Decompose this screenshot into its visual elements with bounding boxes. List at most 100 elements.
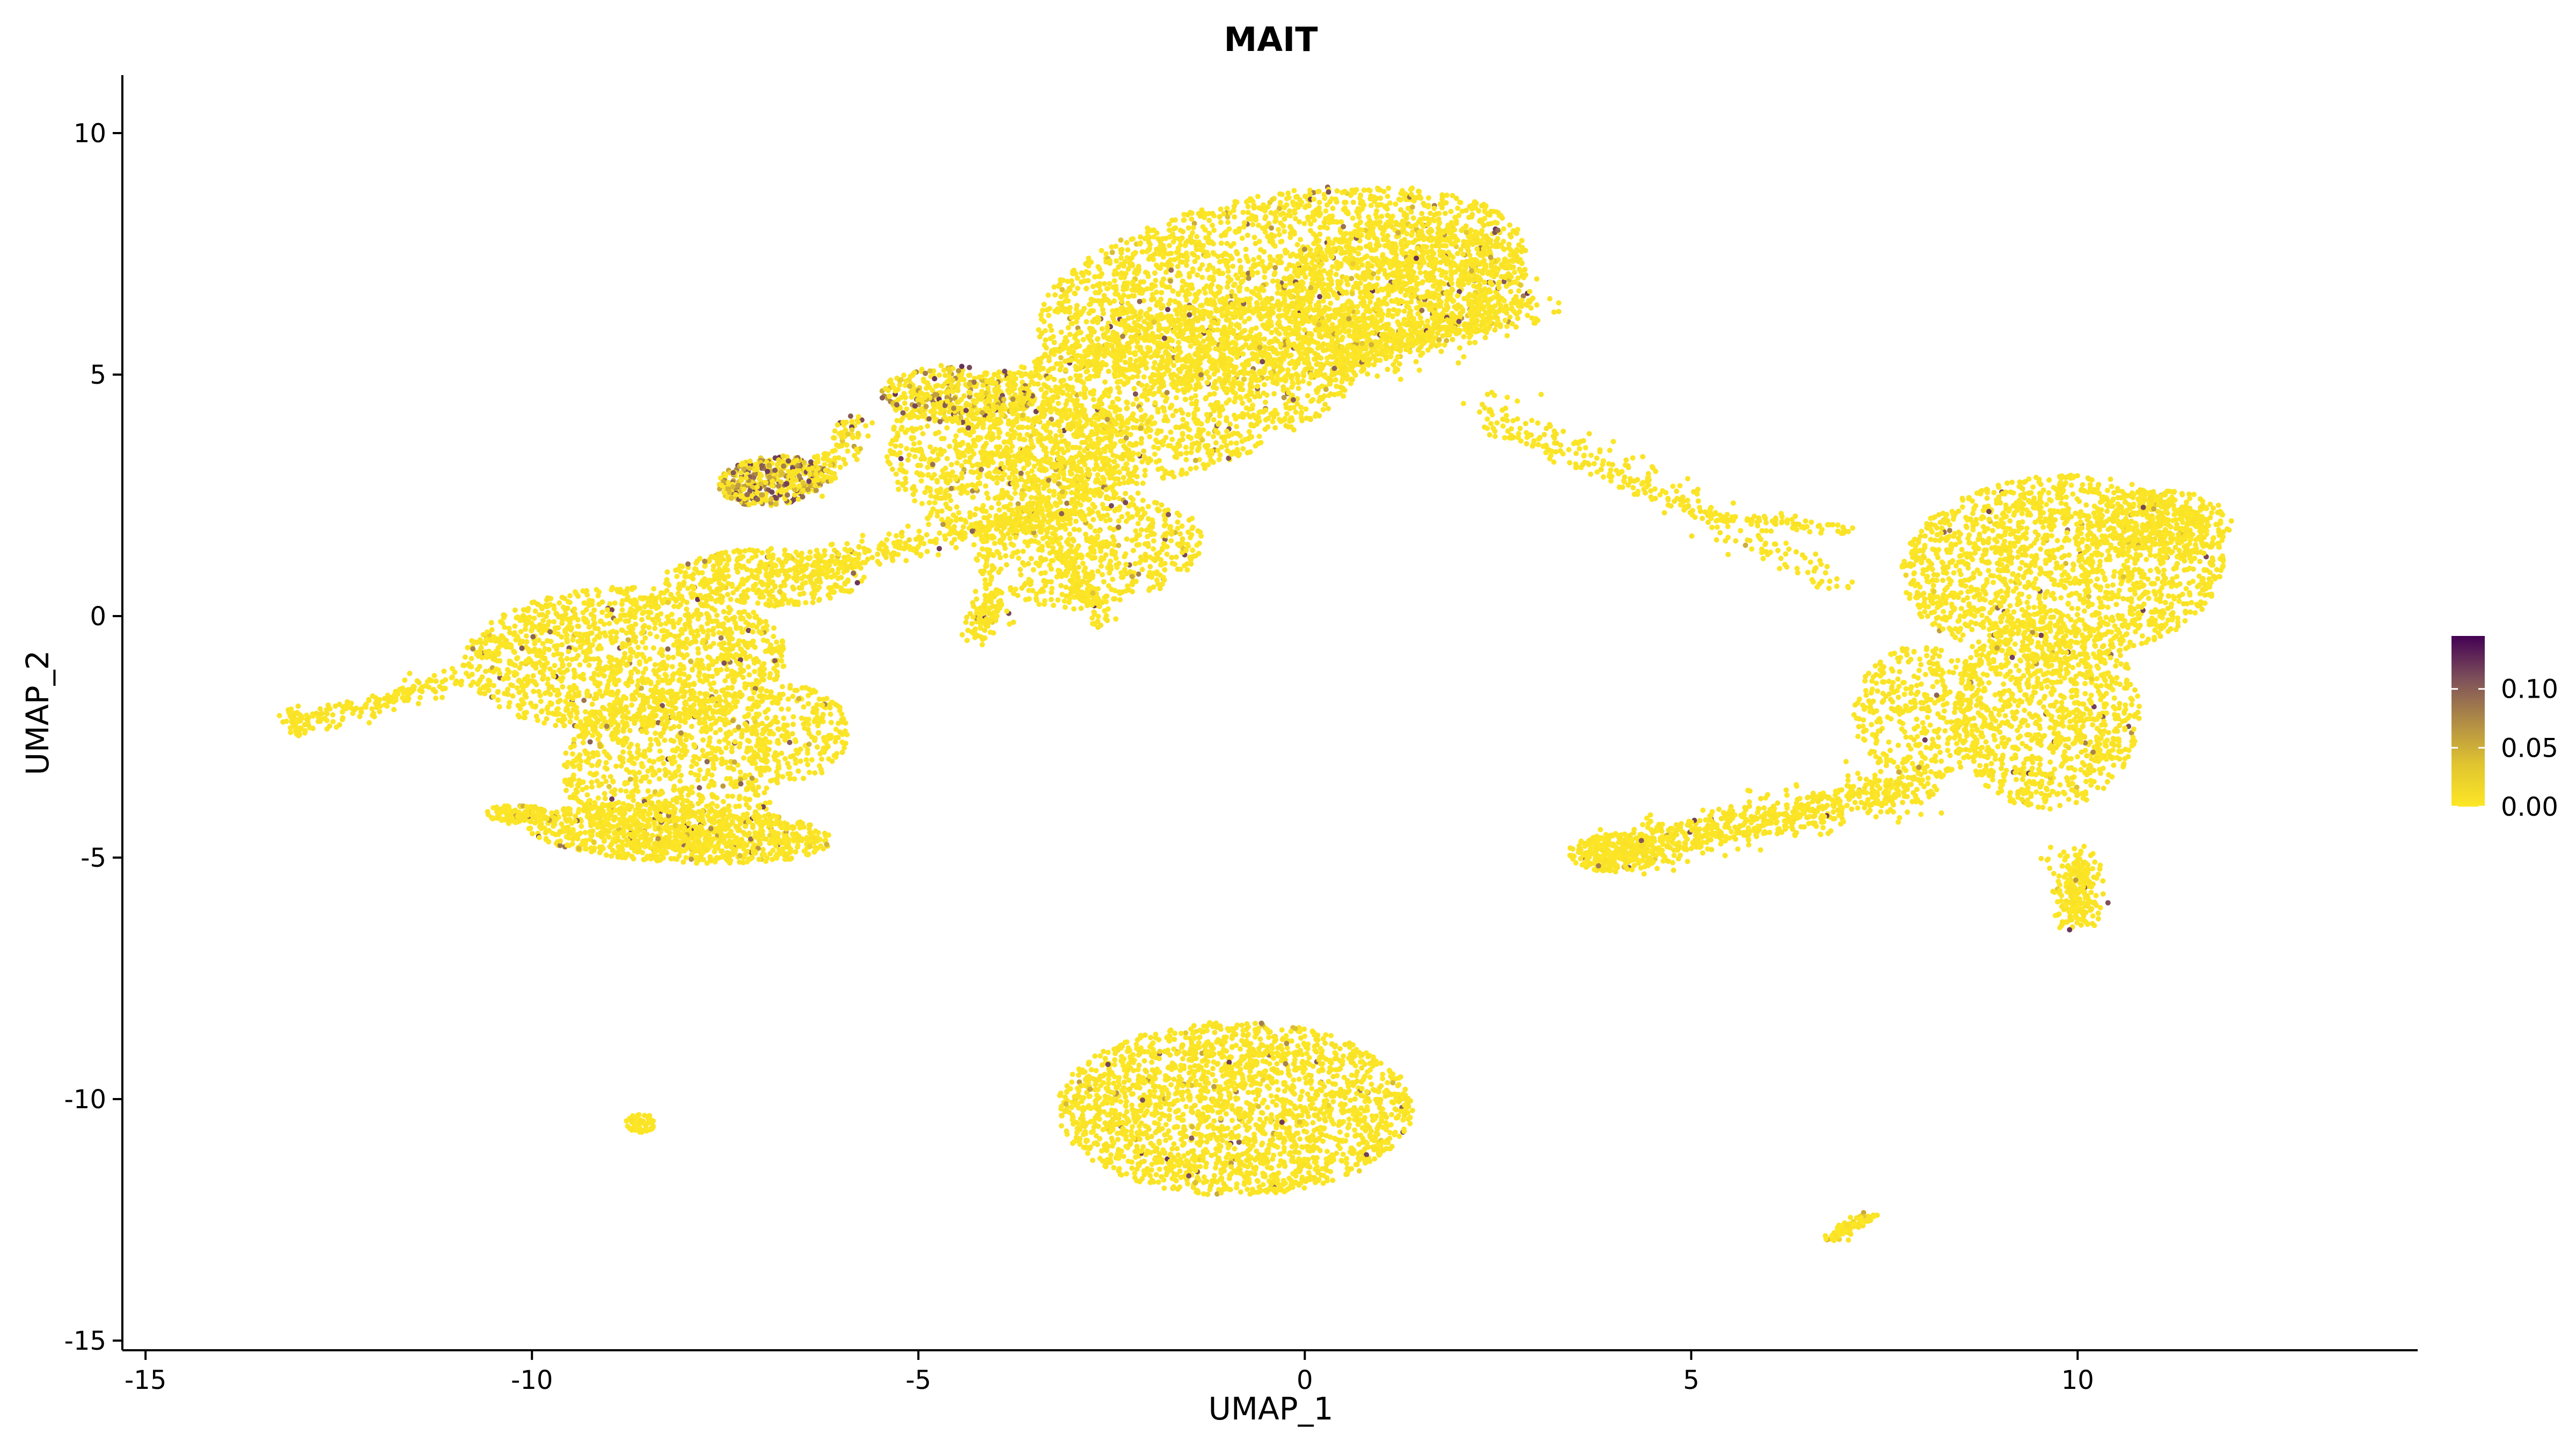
data-point (1190, 268, 1196, 274)
data-point (1328, 248, 1334, 254)
data-point (1199, 207, 1205, 213)
data-point (1359, 257, 1364, 262)
data-point (1129, 293, 1135, 299)
data-point (1291, 188, 1297, 194)
data-point (1243, 336, 1249, 342)
data-point (1382, 272, 1388, 277)
data-point (1479, 228, 1485, 233)
data-point (1228, 440, 1234, 446)
data-point (1308, 221, 1314, 227)
data-point (1095, 472, 1101, 478)
data-point (1166, 326, 1172, 332)
data-point (1234, 199, 1240, 205)
data-point (1519, 261, 1525, 267)
data-point (1342, 188, 1348, 194)
data-point (1128, 256, 1133, 262)
data-point (1276, 302, 1282, 308)
data-point (1474, 246, 1480, 252)
data-point (1243, 405, 1249, 411)
data-point (1401, 308, 1407, 314)
data-point (1291, 201, 1297, 207)
data-point (1135, 374, 1140, 379)
data-point (1379, 214, 1385, 219)
data-point (1502, 257, 1507, 262)
data-point (1511, 228, 1517, 233)
data-point (1138, 407, 1144, 413)
data-point (1355, 228, 1361, 234)
data-point (1121, 287, 1126, 292)
data-point (1174, 444, 1180, 450)
data-point (1386, 290, 1392, 295)
data-point (1519, 238, 1525, 244)
data-point (1140, 287, 1146, 293)
data-point (1286, 316, 1292, 321)
data-point (1262, 216, 1268, 222)
data-point (1346, 305, 1352, 311)
data-point (1160, 282, 1166, 288)
data-point (1155, 466, 1161, 472)
data-point (1141, 298, 1146, 304)
data-point (1116, 372, 1122, 378)
data-point (1174, 325, 1180, 331)
data-point (1242, 319, 1248, 325)
data-point (1268, 361, 1274, 367)
data-point (1120, 333, 1125, 339)
data-point (997, 418, 1003, 423)
data-point (1286, 262, 1292, 268)
data-point (1152, 350, 1158, 356)
data-point (1183, 450, 1189, 456)
data-point (1038, 360, 1043, 365)
data-point (1223, 378, 1228, 384)
data-point (1403, 215, 1409, 221)
data-point (1143, 429, 1149, 435)
data-point (1294, 326, 1300, 332)
data-point (1378, 301, 1384, 307)
data-point (1335, 264, 1341, 270)
data-point (1251, 423, 1257, 429)
data-point (1123, 326, 1129, 332)
data-point (1197, 213, 1203, 219)
data-point (1130, 425, 1136, 430)
data-point (1436, 292, 1442, 298)
data-point (980, 425, 986, 430)
data-point (1073, 341, 1079, 347)
data-point (1168, 429, 1174, 435)
data-point (1167, 243, 1172, 248)
data-point (1477, 252, 1483, 258)
data-point (1226, 226, 1232, 232)
data-point (1474, 234, 1480, 240)
data-point (1303, 406, 1309, 412)
data-point (1472, 275, 1477, 281)
data-point (1176, 340, 1182, 346)
data-point (1291, 288, 1297, 294)
data-point (1279, 192, 1285, 197)
data-point (1513, 255, 1518, 261)
data-point (1099, 302, 1104, 308)
data-point (1320, 298, 1326, 304)
data-point (1336, 239, 1342, 245)
data-point (1169, 436, 1175, 442)
data-point (1170, 413, 1176, 419)
data-point (1062, 291, 1067, 297)
data-point (1266, 221, 1272, 226)
data-point (1272, 243, 1278, 249)
data-point (1257, 332, 1263, 338)
data-point (1188, 396, 1194, 401)
data-point (1429, 217, 1435, 223)
data-point (1308, 285, 1314, 290)
data-point (1105, 286, 1111, 291)
data-point (1411, 194, 1417, 200)
data-point (1155, 409, 1161, 415)
data-point (1305, 337, 1311, 343)
data-point (1088, 296, 1094, 302)
data-point (1180, 229, 1186, 235)
data-point (1246, 429, 1252, 435)
data-point (1269, 197, 1275, 203)
data-point (1328, 253, 1334, 259)
data-point (1522, 267, 1528, 273)
data-point (1262, 382, 1267, 387)
data-point (1175, 387, 1181, 393)
data-point (1146, 239, 1152, 245)
data-point (1219, 343, 1225, 349)
data-point (1247, 303, 1253, 309)
